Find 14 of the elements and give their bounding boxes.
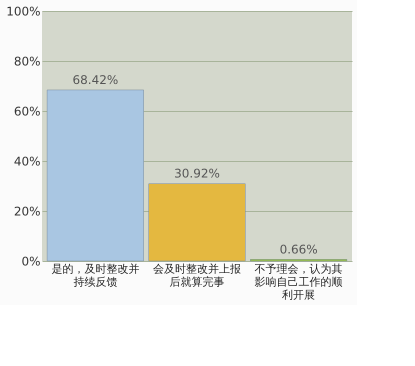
y-tick-label: 80% <box>14 54 40 68</box>
data-label: 68.42% <box>72 72 118 87</box>
y-tick-label: 0% <box>21 254 40 268</box>
data-label: 0.66% <box>280 242 318 256</box>
y-tick-label: 100% <box>6 4 40 18</box>
data-label: 30.92% <box>174 166 220 181</box>
x-tick-label: 不予理会，认为其影响自己工作的顺利开展 <box>254 262 343 302</box>
y-tick-label: 20% <box>14 204 40 218</box>
x-tick-label: 会及时整改并上报后就算完事 <box>153 262 241 288</box>
y-tick-label: 40% <box>14 154 40 168</box>
bar <box>46 90 144 262</box>
y-tick-label: 60% <box>14 104 40 118</box>
bar <box>148 183 246 262</box>
x-tick-label: 是的，及时整改并持续反馈 <box>51 262 140 288</box>
